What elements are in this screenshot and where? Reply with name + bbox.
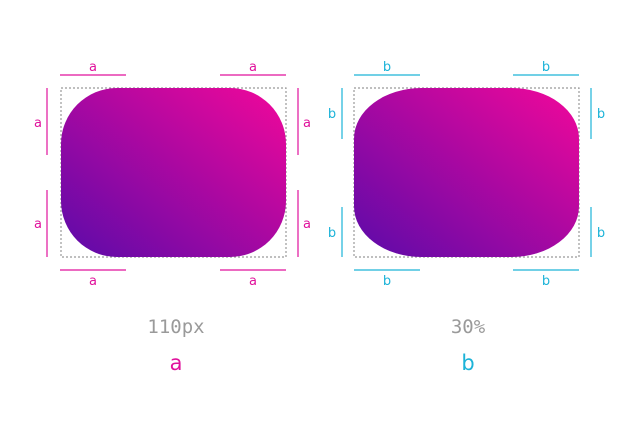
marker-label-b: b: [542, 60, 550, 75]
name-label-a: a: [170, 351, 183, 375]
marker-label-b: b: [597, 226, 605, 241]
marker-label-b: b: [542, 274, 550, 289]
marker-label-b: b: [597, 107, 605, 122]
marker-label-a: a: [249, 274, 257, 289]
value-label-a: 110px: [147, 316, 204, 338]
value-label-b: 30%: [451, 316, 486, 338]
marker-label-a: a: [34, 116, 42, 131]
marker-label-a: a: [34, 217, 42, 232]
marker-label-a: a: [89, 274, 97, 289]
rounded-shape-a: [61, 88, 286, 257]
marker-label-b: b: [328, 226, 336, 241]
radius-markers-b: [341, 74, 592, 271]
marker-label-b: b: [383, 274, 391, 289]
example-b: b b b b b b b b 30% b: [328, 60, 605, 375]
marker-label-a: a: [303, 116, 311, 131]
marker-label-a: a: [303, 217, 311, 232]
rounded-shape-b: [354, 88, 579, 257]
marker-label-b: b: [328, 107, 336, 122]
radius-markers-a: [46, 74, 299, 271]
marker-label-b: b: [383, 60, 391, 75]
marker-label-a: a: [89, 60, 97, 75]
marker-label-a: a: [249, 60, 257, 75]
name-label-b: b: [461, 351, 474, 375]
example-a: a a a a a a a a 110px a: [34, 60, 311, 375]
